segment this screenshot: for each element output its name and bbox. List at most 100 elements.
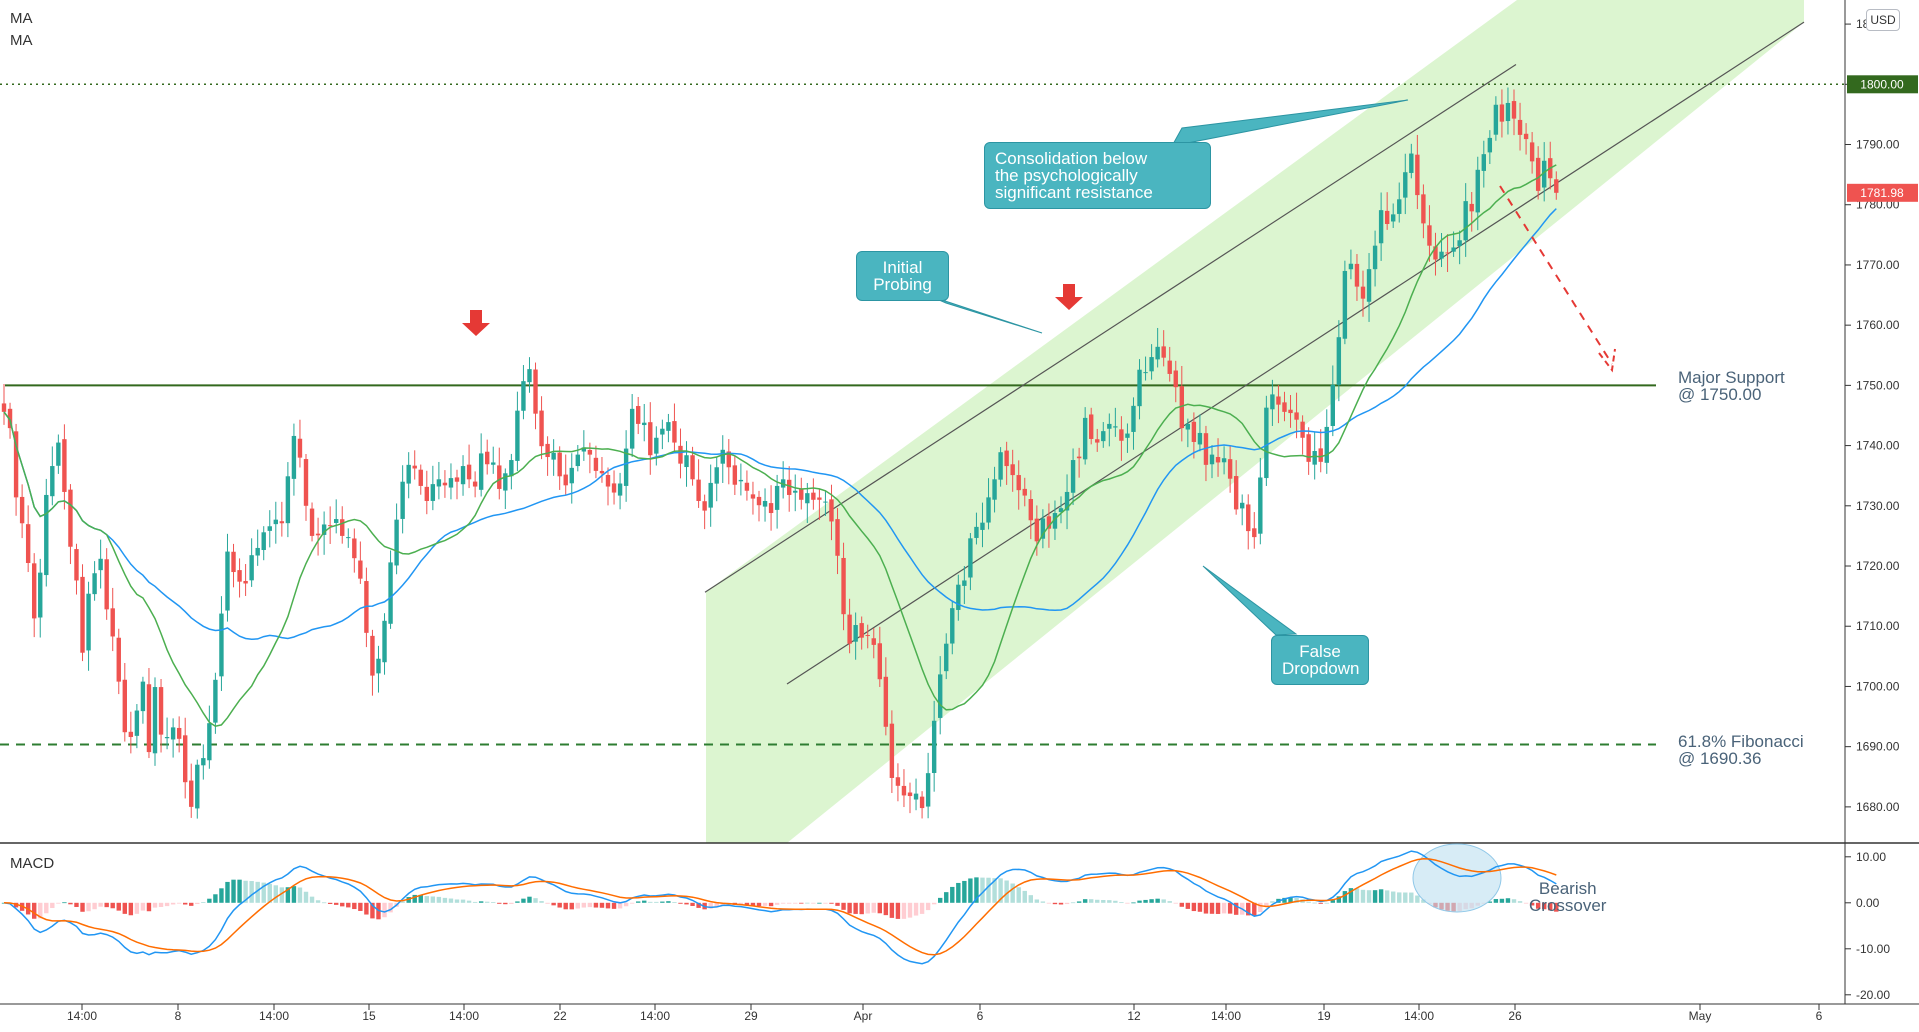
candle-body [376, 658, 381, 674]
candle-body [708, 482, 713, 508]
macd-histogram-bar [98, 902, 103, 907]
candle-body [623, 448, 629, 486]
macd-histogram-bar [400, 901, 405, 903]
candle-body [1463, 201, 1468, 241]
candle-body [1155, 346, 1160, 360]
macd-histogram-bar [442, 897, 448, 903]
macd-histogram-bar [1179, 902, 1184, 907]
macd-histogram-bar [370, 902, 375, 919]
macd-histogram-bar [992, 878, 997, 903]
candle-body [805, 493, 810, 504]
candle-body [1445, 252, 1450, 254]
macd-histogram-bar [1197, 902, 1203, 912]
macd-histogram-bar [140, 902, 146, 911]
macd-histogram-bar [666, 901, 671, 903]
candle-body [454, 477, 460, 482]
candle-body [1288, 409, 1293, 414]
ma-label-2: MA [10, 32, 33, 49]
macd-histogram-bar [1089, 899, 1094, 903]
candle-body [1403, 172, 1408, 198]
candle-body [68, 489, 73, 547]
macd-histogram-bar [1233, 902, 1239, 915]
candle-body [678, 445, 683, 464]
candle-body [1082, 417, 1088, 460]
macd-histogram-bar [430, 896, 436, 903]
candle-body [919, 796, 925, 809]
candle-body [86, 593, 91, 651]
macd-line [3, 850, 1557, 965]
macd-histogram-bar [1336, 896, 1342, 903]
macd-histogram-bar [1366, 890, 1372, 903]
macd-histogram-bar [1016, 887, 1021, 903]
candle-body [225, 551, 230, 611]
candle-body [219, 613, 224, 677]
macd-histogram-bar [176, 902, 182, 904]
candle-body [720, 449, 725, 464]
price-tick-label: 1690.00 [1856, 740, 1900, 754]
macd-histogram-bar [472, 901, 478, 903]
macd-histogram-bar [1318, 902, 1323, 904]
macd-histogram-bar [448, 898, 454, 903]
candle-body [956, 584, 961, 610]
macd-histogram-bar [980, 877, 985, 903]
macd-histogram-bar [690, 902, 695, 906]
candle-body [617, 483, 623, 496]
macd-histogram-bar [1421, 899, 1426, 903]
candle-body [1487, 137, 1493, 153]
candle-body [1397, 199, 1402, 214]
candle-body [273, 519, 278, 525]
candle-body [110, 608, 115, 637]
macd-histogram-bar [86, 902, 91, 912]
macd-histogram-bar [1004, 880, 1009, 903]
macd-histogram-bar [974, 877, 979, 903]
macd-histogram-bar [835, 902, 840, 906]
candle-body [1197, 432, 1203, 445]
price-tick-label: 1750.00 [1856, 378, 1900, 392]
candle-body [726, 451, 731, 468]
macd-histogram-bar [231, 879, 236, 903]
macd-tick-label: -10.00 [1856, 942, 1890, 956]
candle-body [146, 684, 152, 753]
candle-body [563, 474, 568, 486]
macd-histogram-bar [340, 902, 345, 907]
candle-body [370, 635, 375, 676]
macd-histogram-bar [1052, 902, 1058, 905]
channel-upper-line [704, 63, 1517, 593]
candle-body [1409, 153, 1414, 173]
candle-body [1052, 513, 1058, 529]
candle-body [1481, 154, 1486, 171]
macd-histogram-bar [249, 881, 254, 903]
candle-body [503, 473, 508, 491]
candle-body [1113, 426, 1118, 428]
candle-body [931, 720, 937, 773]
candle-body [1070, 460, 1076, 493]
candle-body [1264, 407, 1269, 479]
macd-histogram-bar [1149, 899, 1154, 903]
macd-histogram-bar [346, 902, 351, 908]
macd-histogram-bar [92, 902, 97, 910]
macd-histogram-bar [454, 899, 460, 903]
candle-body [195, 764, 200, 809]
candle-body [1529, 142, 1535, 162]
price-tick-label: 1760.00 [1856, 318, 1900, 332]
candle-body [539, 410, 544, 447]
macd-histogram-bar [533, 898, 538, 903]
projection-arrow-head [1598, 348, 1616, 373]
macd-histogram-bar [1161, 899, 1166, 903]
time-tick-label: 14:00 [1404, 1009, 1434, 1023]
macd-histogram-bar [104, 902, 109, 908]
currency-button[interactable]: USD [1866, 9, 1900, 31]
candle-body [1276, 396, 1281, 405]
candle-body [255, 547, 260, 556]
macd-axis-ticks: 10.00 0.00 -10.00 -20.00 [1845, 850, 1890, 1002]
macd-histogram-bar [1409, 892, 1414, 903]
candle-body [460, 466, 466, 485]
macd-histogram-bar [515, 901, 520, 903]
candle-body [170, 727, 176, 740]
candle-body [1342, 270, 1348, 339]
candle-body [340, 519, 345, 536]
candle-body [974, 526, 979, 538]
macd-histogram-bar [74, 902, 79, 907]
candle-body [13, 431, 19, 498]
macd-histogram-bar [623, 902, 629, 907]
